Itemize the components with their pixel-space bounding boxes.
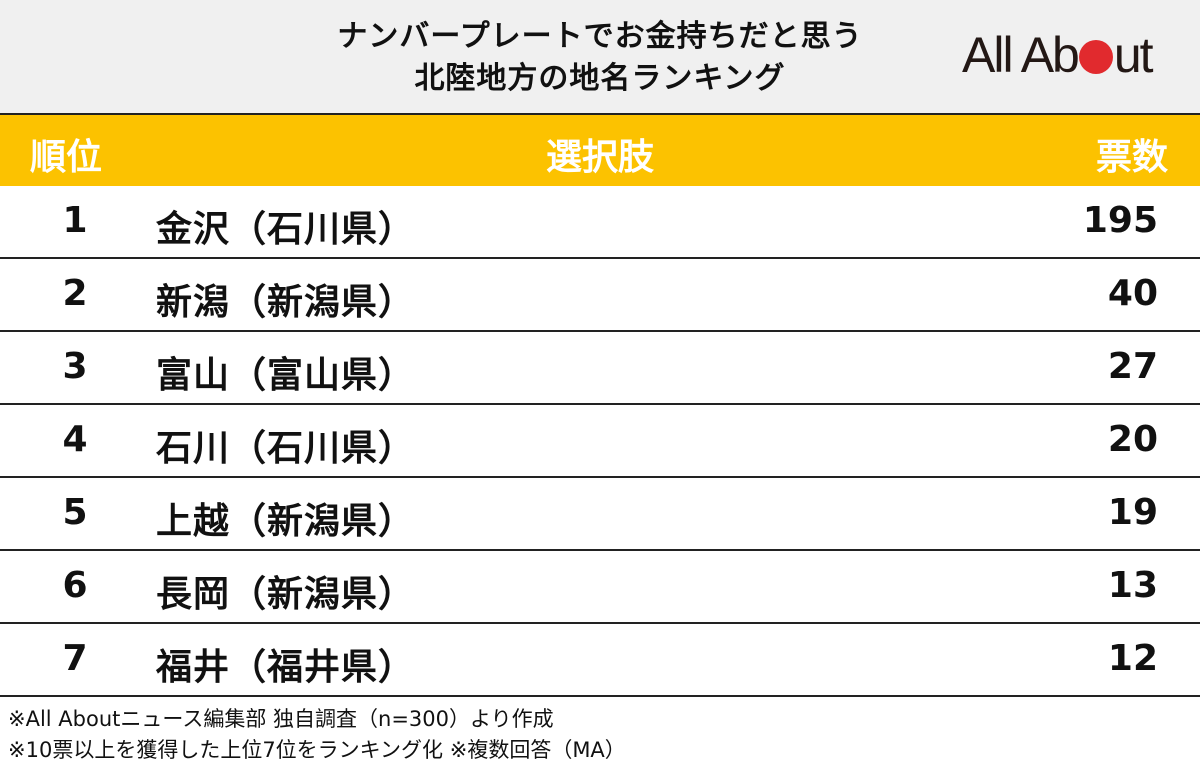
table-header: 順位 選択肢 票数	[0, 115, 1200, 186]
header-choice: 選択肢	[545, 137, 654, 178]
table-row: 3 富山（富山県） 27	[0, 332, 1200, 405]
table-row: 4 石川（石川県） 20	[0, 405, 1200, 478]
rank-cell: 1	[62, 200, 88, 241]
table-row: 2 新潟（新潟県） 40	[0, 259, 1200, 332]
votes-cell: 13	[1107, 565, 1158, 606]
title-line-2: 北陸地方の地名ランキング	[414, 61, 786, 96]
votes-cell: 40	[1107, 273, 1158, 314]
header-votes: 票数	[1095, 137, 1168, 178]
table-row: 5 上越（新潟県） 19	[0, 478, 1200, 551]
logo-dot-icon	[1078, 40, 1113, 74]
table-row: 1 金沢（石川県） 195	[0, 186, 1200, 259]
allabout-logo: All Ab ut	[962, 27, 1154, 83]
table-row: 7 福井（福井県） 12	[0, 624, 1200, 697]
footer-note-source: ※All Aboutニュース編集部 独自調査（n=300）より作成	[8, 707, 554, 731]
page-title: ナンバープレートでお金持ちだと思う 北陸地方の地名ランキング	[0, 16, 1200, 100]
choice-cell: 石川（石川県）	[156, 428, 416, 469]
choice-cell: 金沢（石川県）	[156, 209, 416, 250]
choice-cell: 新潟（新潟県）	[156, 282, 416, 323]
votes-cell: 27	[1107, 346, 1158, 387]
choice-cell: 上越（新潟県）	[156, 501, 416, 542]
rank-cell: 4	[62, 419, 88, 460]
choice-cell: 福井（福井県）	[156, 647, 416, 688]
rank-cell: 3	[62, 346, 88, 387]
footer-note-method: ※10票以上を獲得した上位7位をランキング化 ※複数回答（MA）	[8, 738, 626, 762]
header-rank: 順位	[30, 137, 103, 178]
votes-cell: 20	[1107, 419, 1158, 460]
rank-cell: 7	[62, 638, 88, 679]
table-row: 6 長岡（新潟県） 13	[0, 551, 1200, 624]
votes-cell: 19	[1107, 492, 1158, 533]
votes-cell: 12	[1107, 638, 1158, 679]
rank-cell: 2	[62, 273, 88, 314]
footer-notes: ※All Aboutニュース編集部 独自調査（n=300）より作成 ※10票以上…	[8, 704, 1198, 766]
logo-text-before: All Ab	[962, 27, 1080, 83]
choice-cell: 長岡（新潟県）	[156, 574, 416, 615]
logo-text-after: ut	[1113, 27, 1154, 83]
top-divider	[0, 113, 1200, 115]
choice-cell: 富山（富山県）	[156, 355, 416, 396]
title-line-1: ナンバープレートでお金持ちだと思う	[337, 19, 863, 54]
table-body: 1 金沢（石川県） 195 2 新潟（新潟県） 40 3 富山（富山県） 27 …	[0, 186, 1200, 697]
votes-cell: 195	[1082, 200, 1158, 241]
rank-cell: 5	[62, 492, 88, 533]
rank-cell: 6	[62, 565, 88, 606]
title-area: ナンバープレートでお金持ちだと思う 北陸地方の地名ランキング All Ab ut	[0, 0, 1200, 113]
